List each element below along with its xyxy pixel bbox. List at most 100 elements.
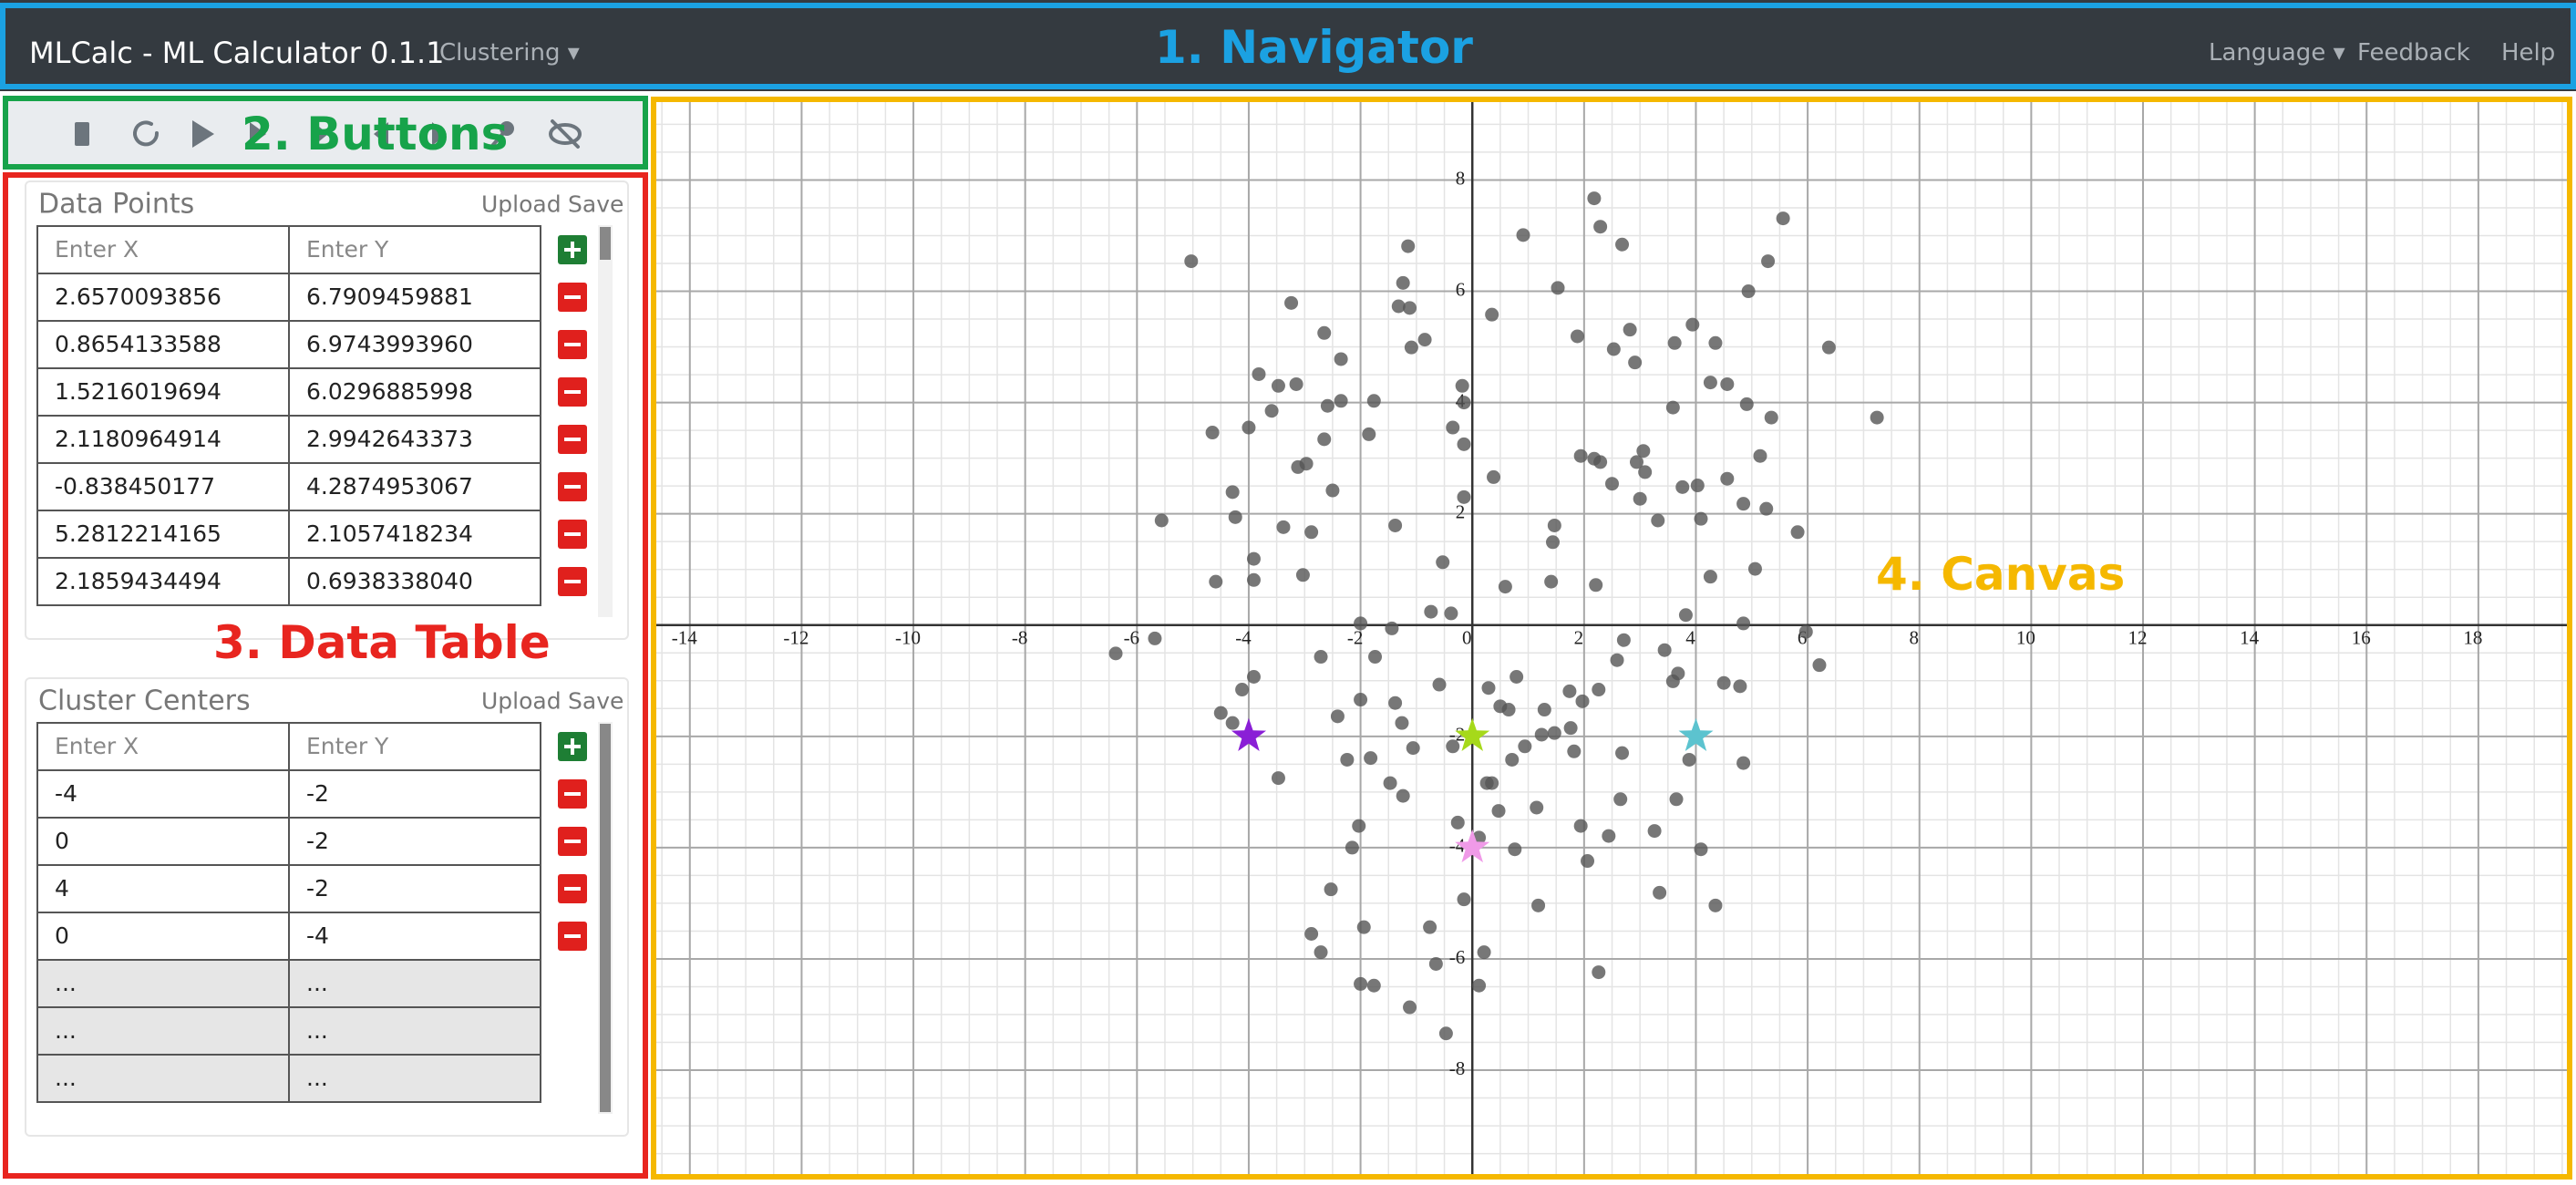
data-point	[1633, 491, 1647, 506]
data-point	[1404, 340, 1418, 355]
icon-end[interactable]	[432, 122, 447, 146]
data-point	[1383, 776, 1397, 790]
icon-forward[interactable]	[314, 122, 328, 146]
scrollbar[interactable]	[598, 225, 613, 617]
x-tick-label: -6	[1124, 627, 1140, 649]
menu-clustering[interactable]: Clustering ▾	[439, 39, 580, 67]
link-feedback[interactable]: Feedback	[2357, 39, 2470, 67]
icon-hide[interactable]	[549, 123, 582, 145]
data-point	[1317, 432, 1332, 447]
icon-chip[interactable]	[75, 122, 89, 146]
data-point	[1314, 945, 1328, 960]
upload-link[interactable]: Upload	[481, 191, 562, 218]
icon-reset[interactable]	[133, 120, 160, 147]
remove-button[interactable]	[558, 472, 587, 501]
cell[interactable]: 2.1180964914	[36, 415, 290, 464]
data-point	[1720, 376, 1735, 391]
menu-language[interactable]: Language ▾	[2209, 39, 2345, 67]
cell[interactable]: 6.7909459881	[288, 273, 541, 322]
remove-button[interactable]	[558, 827, 587, 856]
data-point	[1368, 650, 1383, 665]
y-tick-label: -6	[1449, 946, 1466, 968]
brand[interactable]: MLCalc - ML Calculator 0.1.1	[29, 36, 445, 70]
panel-title: Cluster Centers	[38, 685, 251, 717]
scrollbar-thumb[interactable]	[600, 227, 611, 260]
remove-button[interactable]	[558, 779, 587, 809]
data-point	[1417, 333, 1432, 347]
x-tick-label: 16	[2352, 627, 2371, 649]
data-point	[1487, 469, 1501, 484]
data-point	[1570, 329, 1584, 344]
icon-step[interactable]	[250, 122, 266, 146]
data-point	[1352, 819, 1366, 833]
data-point	[1423, 920, 1437, 934]
y-tick-label: 6	[1456, 278, 1466, 300]
annotation-label: 3. Data Table	[213, 616, 551, 669]
data-point	[1573, 819, 1588, 833]
remove-button[interactable]	[558, 377, 587, 407]
button-bar	[5, 98, 645, 170]
cell[interactable]: 0.6938338040	[288, 557, 541, 606]
data-point	[1694, 511, 1708, 526]
y-tick-label: 8	[1456, 167, 1466, 189]
canvas[interactable]: -14 -12 -10 -8 -6 -4 -2 0 2 4 6 8 10 12 14 16 18-8-6-4-2…	[656, 102, 2568, 1176]
data-point	[1317, 325, 1332, 340]
data-point	[1716, 675, 1731, 690]
data-point	[1340, 752, 1355, 767]
link-help[interactable]: Help	[2501, 39, 2556, 67]
data-point	[1396, 788, 1410, 803]
upload-link[interactable]: Upload	[481, 687, 562, 715]
remove-button[interactable]	[558, 520, 587, 549]
cell[interactable]: -0.838450177	[36, 462, 290, 511]
data-point	[1753, 448, 1767, 463]
data-point	[1581, 854, 1595, 869]
save-link[interactable]: Save	[568, 687, 624, 715]
data-point	[1605, 477, 1619, 491]
icon-back[interactable]	[374, 122, 388, 146]
y-tick-label: -4	[1449, 835, 1466, 857]
data-point	[1491, 804, 1506, 819]
data-point	[1602, 829, 1616, 843]
cluster-center	[1231, 717, 1266, 751]
data-point	[1733, 679, 1747, 694]
data-point	[1252, 366, 1266, 381]
menu-label[interactable]: Language	[2209, 39, 2326, 67]
menu-label[interactable]: Clustering	[439, 39, 561, 67]
data-point	[1708, 898, 1723, 912]
scrollbar-thumb[interactable]	[600, 724, 611, 1112]
data-point	[1741, 284, 1756, 299]
remove-button[interactable]	[558, 874, 587, 903]
data-point	[1436, 555, 1450, 570]
x-tick-label: -8	[1012, 627, 1028, 649]
data-point	[1821, 340, 1836, 355]
data-point	[1334, 394, 1348, 408]
data-point	[1546, 535, 1561, 550]
remove-button[interactable]	[558, 567, 587, 596]
data-point	[1615, 237, 1630, 252]
cell[interactable]: 2.1859434494	[36, 557, 290, 606]
add-button[interactable]	[558, 732, 587, 761]
data-point	[1205, 426, 1220, 440]
icon-run[interactable]	[192, 120, 214, 148]
data-point	[1790, 525, 1805, 540]
remove-button[interactable]	[558, 922, 587, 951]
data-point	[1424, 604, 1438, 619]
data-point	[1669, 792, 1684, 807]
data-point	[1264, 404, 1279, 418]
save-link[interactable]: Save	[568, 191, 624, 218]
data-point	[1446, 739, 1460, 754]
remove-button[interactable]	[558, 283, 587, 312]
cluster-center	[1455, 829, 1490, 863]
data-point	[1657, 643, 1672, 657]
data-point	[1485, 776, 1499, 790]
data-point	[1330, 709, 1345, 724]
data-point	[1242, 420, 1256, 435]
remove-button[interactable]	[558, 425, 587, 454]
data-point	[1154, 513, 1169, 528]
add-button[interactable]	[558, 235, 587, 264]
remove-button[interactable]	[558, 330, 587, 359]
data-point	[1438, 1026, 1453, 1041]
data-point	[1575, 694, 1590, 708]
data-point	[1446, 420, 1460, 435]
